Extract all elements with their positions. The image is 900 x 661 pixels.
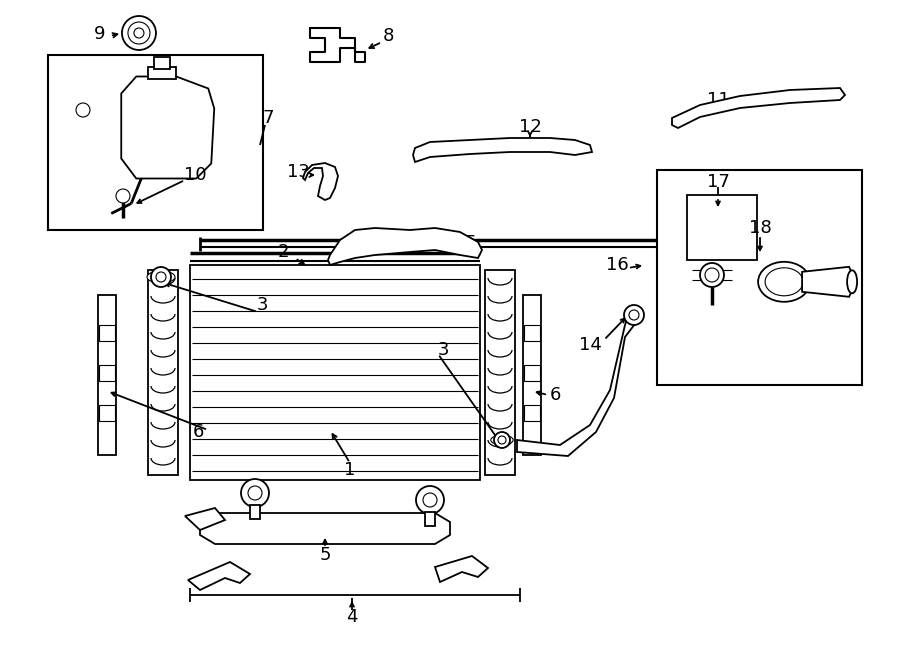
Bar (524, 365, 540, 381)
Text: 16: 16 (606, 256, 628, 274)
Circle shape (156, 272, 166, 282)
Circle shape (76, 103, 90, 117)
Polygon shape (517, 309, 638, 456)
Circle shape (423, 493, 437, 507)
Circle shape (116, 189, 130, 203)
Text: 2: 2 (277, 243, 289, 261)
Ellipse shape (491, 435, 513, 445)
Bar (99, 365, 115, 381)
Circle shape (700, 263, 724, 287)
Circle shape (629, 310, 639, 320)
Ellipse shape (758, 262, 810, 302)
Circle shape (416, 486, 444, 514)
Bar (524, 325, 540, 341)
Text: 14: 14 (579, 336, 601, 354)
Text: 6: 6 (193, 423, 203, 441)
Bar (250, 505, 260, 519)
Bar (148, 270, 178, 475)
Bar (190, 265, 480, 480)
Ellipse shape (765, 268, 803, 296)
Bar (154, 56, 170, 69)
Circle shape (134, 28, 144, 38)
Text: 15: 15 (454, 234, 476, 252)
Text: 10: 10 (184, 166, 206, 184)
Polygon shape (188, 562, 250, 590)
Polygon shape (303, 163, 338, 200)
Circle shape (128, 22, 150, 44)
Text: 5: 5 (320, 546, 331, 564)
Circle shape (248, 486, 262, 500)
Text: 18: 18 (749, 219, 771, 237)
Polygon shape (328, 228, 482, 265)
Polygon shape (413, 138, 592, 162)
Text: 6: 6 (549, 386, 561, 404)
Text: 17: 17 (706, 173, 729, 191)
Circle shape (498, 436, 506, 444)
Circle shape (122, 16, 156, 50)
Bar (485, 270, 515, 475)
Polygon shape (122, 77, 214, 178)
Circle shape (494, 432, 510, 448)
Bar (425, 512, 435, 526)
Circle shape (241, 479, 269, 507)
Text: 4: 4 (346, 608, 358, 626)
Bar (99, 325, 115, 341)
Text: 13: 13 (286, 163, 310, 181)
Circle shape (151, 267, 171, 287)
Polygon shape (200, 513, 450, 544)
Ellipse shape (847, 270, 857, 293)
Circle shape (624, 305, 644, 325)
Bar (98, 295, 116, 455)
Text: 9: 9 (94, 25, 106, 43)
Text: 12: 12 (518, 118, 542, 136)
Ellipse shape (147, 271, 175, 283)
Text: 7: 7 (262, 109, 274, 127)
Text: 3: 3 (256, 296, 268, 314)
Text: 11: 11 (706, 91, 729, 109)
Bar (687, 195, 757, 260)
Polygon shape (802, 267, 852, 297)
Bar (48, 55, 263, 230)
Text: 8: 8 (382, 27, 393, 45)
Polygon shape (672, 88, 845, 128)
Polygon shape (185, 508, 225, 530)
Circle shape (705, 268, 719, 282)
Bar (148, 67, 176, 79)
Text: 3: 3 (437, 341, 449, 359)
Text: 1: 1 (345, 461, 356, 479)
Bar (523, 295, 541, 455)
Bar (657, 170, 862, 385)
Bar (524, 405, 540, 421)
Polygon shape (435, 556, 488, 582)
Bar (99, 405, 115, 421)
